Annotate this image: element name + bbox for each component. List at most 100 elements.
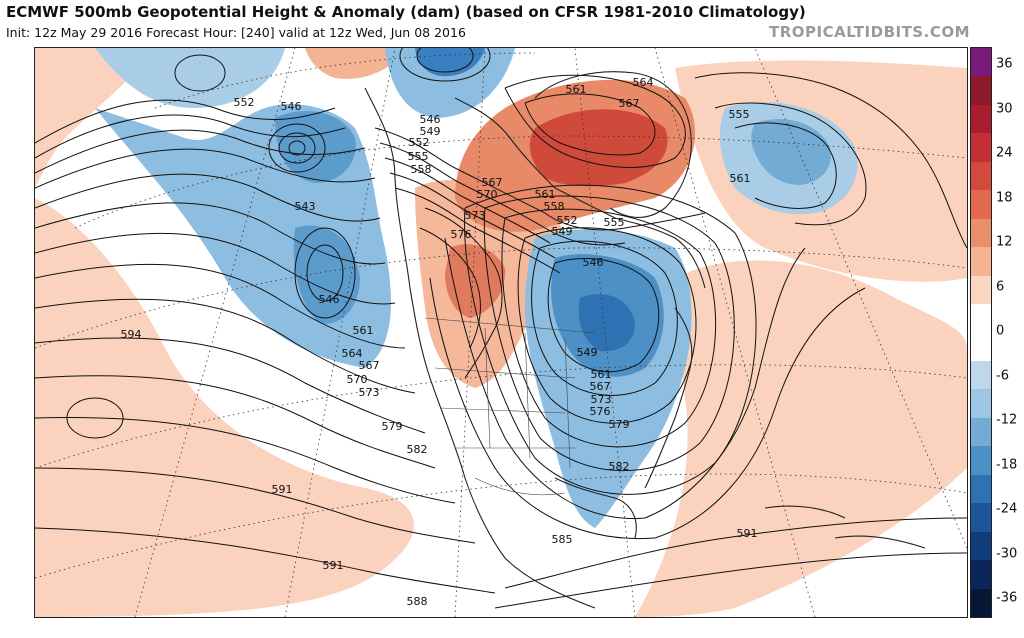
colorbar-segment — [971, 161, 991, 191]
negative-anomaly-nw-pacific — [95, 48, 285, 108]
colorbar-segment — [971, 503, 991, 533]
contour-label: 561 — [566, 83, 587, 96]
contour-label: 552 — [409, 136, 430, 149]
contour-label: 588 — [407, 595, 428, 608]
contour-label: 549 — [552, 225, 573, 238]
contour-label: 555 — [408, 150, 429, 163]
colorbar-segment — [971, 531, 991, 561]
contour-label: 576 — [451, 228, 472, 241]
negative-anomaly-east-na-deep — [578, 294, 635, 352]
positive-anomaly-nw-corner — [35, 48, 155, 188]
contour-label: 570 — [477, 188, 498, 201]
contour-label: 585 — [552, 533, 573, 546]
contour-label: 564 — [342, 347, 363, 360]
colorbar-segment — [971, 218, 991, 248]
weather-map: 552 546 543 546 594 561 564 567 570 573 579 582 591 5… — [34, 47, 968, 618]
contour-label: 561 — [591, 368, 612, 381]
contour-label: 552 — [234, 96, 255, 109]
contour-label: 579 — [382, 420, 403, 433]
colorbar-tick-label: 6 — [996, 279, 1005, 294]
negative-anomaly-north-center — [385, 48, 515, 118]
colorbar-tick-label: -12 — [996, 412, 1018, 428]
latlon-grid — [35, 48, 967, 617]
contour-label: 567 — [359, 359, 380, 372]
colorbar-segment — [971, 360, 991, 390]
colorbar-tick-label: 12 — [996, 234, 1013, 250]
contour-label: 558 — [544, 200, 565, 213]
contour-label: 561 — [535, 188, 556, 201]
height-contours — [35, 48, 967, 609]
anomaly-colorbar — [970, 47, 992, 618]
colorbar-segment — [971, 76, 991, 106]
contour-label: 579 — [609, 418, 630, 431]
colorbar-segment — [971, 275, 991, 305]
colorbar-tick-label: -30 — [996, 546, 1018, 561]
contour-label: 555 — [604, 216, 625, 229]
contour-label: 567 — [619, 97, 640, 110]
contour-label: 549 — [420, 125, 441, 138]
contour-label: 591 — [272, 483, 293, 496]
colorbar-segment — [971, 588, 991, 618]
colorbar-tick-label: -36 — [996, 590, 1018, 606]
contour-label: 561 — [353, 324, 374, 337]
contour-label: 564 — [633, 76, 654, 89]
positive-anomaly-central-core — [445, 244, 506, 318]
negative-anomaly-north-atlantic-core — [751, 119, 831, 185]
contour-label: 549 — [577, 346, 598, 359]
contour-label: 543 — [295, 200, 316, 213]
contour-label: 546 — [281, 100, 302, 113]
coastlines — [364, 71, 926, 609]
contour-label: 567 — [482, 176, 503, 189]
anomaly-shading — [35, 48, 967, 617]
contour-label: 546 — [420, 113, 441, 126]
colorbar-segment — [971, 389, 991, 419]
contour-label: 582 — [407, 443, 428, 456]
contour-label: 591 — [737, 527, 758, 540]
contour-label: 546 — [319, 293, 340, 306]
contour-label: 567 — [590, 380, 611, 393]
contour-label: 573 — [359, 386, 380, 399]
colorbar-tick-label: 24 — [996, 145, 1013, 161]
colorbar-segment — [971, 133, 991, 163]
colorbar-segment — [971, 474, 991, 504]
positive-anomaly-pacific — [35, 198, 414, 617]
contour-label: 561 — [730, 172, 751, 185]
contour-label: 576 — [590, 405, 611, 418]
colorbar-tick-label: -6 — [996, 368, 1009, 383]
colorbar-tick-label: 0 — [996, 323, 1005, 339]
colorbar-segment — [971, 446, 991, 476]
colorbar-segment — [971, 560, 991, 590]
positive-anomaly-top-center — [305, 48, 405, 79]
negative-anomaly-west-coast-core — [293, 225, 360, 324]
contour-label: 555 — [729, 108, 750, 121]
contour-label: 570 — [347, 373, 368, 386]
colorbar-segment — [971, 247, 991, 277]
colorbar-tick-label: -18 — [996, 457, 1018, 472]
contour-label: 582 — [609, 460, 630, 473]
contour-label: 573 — [591, 393, 612, 406]
map-subtitle: Init: 12z May 29 2016 Forecast Hour: [24… — [6, 25, 466, 40]
negative-anomaly-north-center-core — [415, 48, 485, 77]
colorbar-tick-label: -24 — [996, 501, 1018, 517]
colorbar-segment — [971, 417, 991, 447]
colorbar-segment — [971, 332, 991, 362]
colorbar-segment — [971, 190, 991, 220]
colorbar-segment — [971, 104, 991, 134]
colorbar-segment — [971, 48, 991, 77]
state-borders — [424, 317, 596, 496]
colorbar-segment — [971, 304, 991, 333]
contour-label: 591 — [323, 559, 344, 572]
colorbar-tick-label: 18 — [996, 190, 1013, 205]
contour-label: 552 — [557, 214, 578, 227]
contour-label: 594 — [121, 328, 142, 341]
contour-label: 546 — [583, 256, 604, 269]
colorbar-tick-label: 36 — [996, 56, 1013, 72]
contour-label: 573 — [465, 209, 486, 222]
contour-label: 558 — [411, 163, 432, 176]
positive-anomaly-atlantic — [635, 260, 967, 617]
map-title: ECMWF 500mb Geopotential Height & Anomal… — [6, 3, 806, 21]
colorbar-tick-label: 30 — [996, 101, 1013, 116]
source-watermark: TROPICALTIDBITS.COM — [769, 23, 970, 41]
